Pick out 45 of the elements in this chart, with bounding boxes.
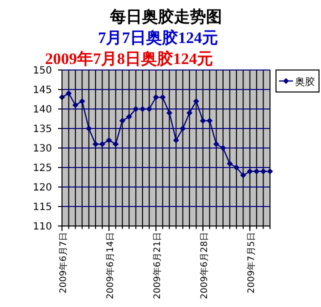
x-tick-label: 2009年6月14日 [104, 232, 116, 300]
y-tick-label: 135 [32, 124, 52, 135]
point [79, 98, 86, 104]
point [206, 118, 213, 124]
point [126, 114, 132, 120]
y-tick-label: 145 [32, 85, 52, 96]
point [99, 141, 106, 148]
point [166, 110, 172, 116]
y-tick-label: 115 [32, 202, 52, 213]
point [86, 126, 92, 132]
point [72, 102, 78, 108]
y-tick-label: 150 [32, 66, 52, 76]
y-tick-label: 130 [32, 144, 52, 154]
point [132, 106, 139, 112]
y-tick-label: 120 [32, 182, 52, 194]
point [160, 94, 166, 100]
x-tick-label: 2009年6月21日 [152, 232, 163, 300]
point [213, 141, 220, 148]
point [180, 126, 186, 132]
point [66, 90, 72, 96]
point [146, 106, 152, 112]
chart-subtitle: 7月7日奥胶124元 [98, 29, 218, 47]
y-tick-label: 140 [32, 104, 52, 116]
y-tick-label: 125 [32, 163, 52, 174]
x-tick-label: 2009年6月7日 [58, 232, 69, 294]
x-tick-label: 2009年7月5日 [246, 232, 257, 294]
chart-title: 每日奥胶走势图 [109, 8, 222, 26]
point [260, 168, 266, 174]
legend-label: 奥胶 [295, 76, 315, 88]
point [106, 137, 112, 144]
point [226, 160, 233, 167]
point [193, 98, 200, 104]
y-tick-label: 110 [32, 222, 52, 232]
point [112, 141, 119, 148]
point [173, 137, 180, 144]
point [119, 118, 126, 124]
point [200, 118, 206, 124]
x-tick-label: 2009年6月28日 [198, 232, 210, 300]
point [186, 110, 192, 116]
point [267, 168, 273, 174]
point [92, 141, 99, 148]
point [254, 168, 260, 174]
point [152, 94, 159, 100]
point [246, 168, 253, 174]
point [240, 172, 246, 178]
